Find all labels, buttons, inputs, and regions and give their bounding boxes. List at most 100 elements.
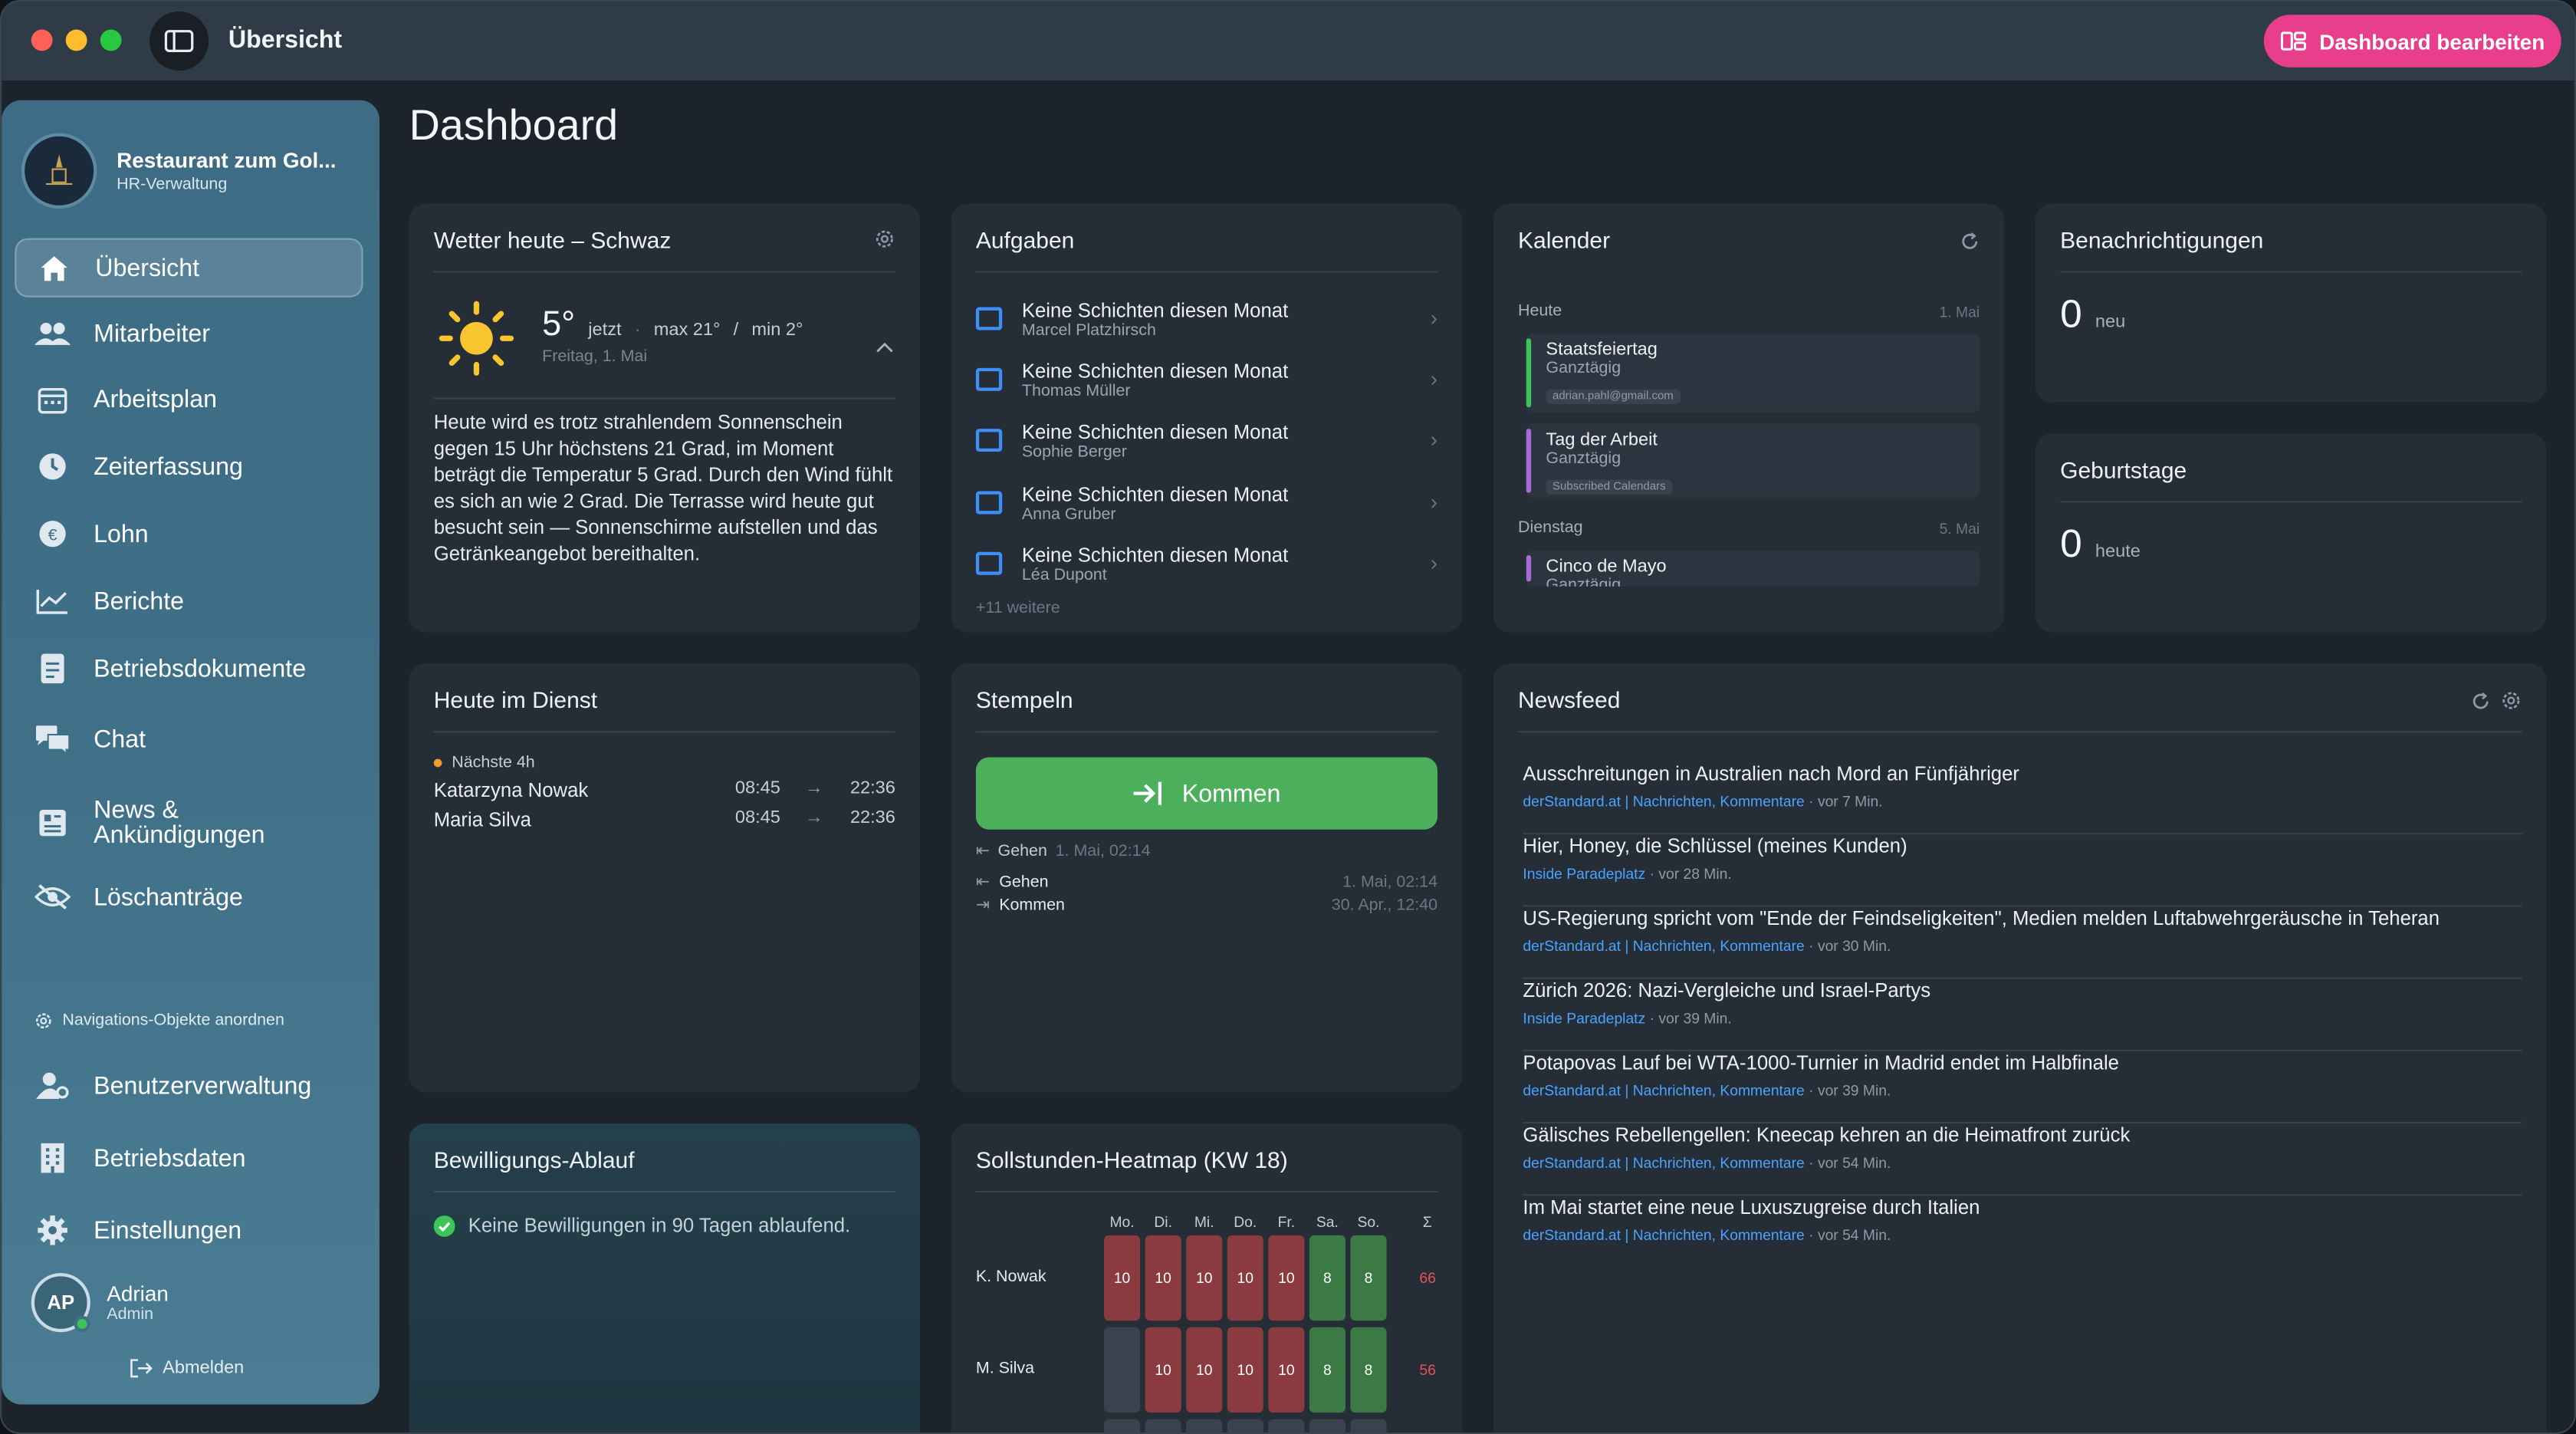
heatmap-cell[interactable]: 10 <box>1104 1235 1141 1321</box>
duty-row[interactable]: Katarzyna Nowak 08:45 → 22:36 <box>434 778 895 808</box>
divider <box>1517 731 2522 733</box>
clock-in-card: Stempeln Kommen ⇤ Gehen 1. Mai, 02:14 ⇤ … <box>951 663 1463 1093</box>
calendar-alert-icon <box>975 429 1003 452</box>
refresh-icon[interactable] <box>2471 690 2491 720</box>
layout-icon <box>2280 31 2306 51</box>
heatmap-row-sum: 56 <box>1419 1361 1436 1379</box>
sidebar-toggle-button[interactable] <box>150 11 209 71</box>
refresh-icon[interactable] <box>1960 230 1980 260</box>
org-subtitle: HR-Verwaltung <box>117 176 228 194</box>
duty-row[interactable]: Maria Silva 08:45 → 22:36 <box>434 808 895 838</box>
duty-name: Maria Silva <box>433 807 531 831</box>
heatmap-cell[interactable]: 10 <box>1186 1235 1223 1321</box>
heatmap-cell[interactable]: 10 <box>1227 1327 1263 1413</box>
calendar-event[interactable]: Staatsfeiertag Ganztägig adrian.pahl@gma… <box>1526 333 1980 413</box>
nav-item-benutzerverwaltung[interactable]: Benutzerverwaltung <box>15 1056 363 1115</box>
chart-icon <box>34 583 71 619</box>
permits-text: Keine Bewilligungen in 90 Tagen ablaufen… <box>468 1213 851 1237</box>
nav-item-mitarbeiter[interactable]: Mitarbeiter <box>15 304 363 363</box>
org-header[interactable]: Restaurant zum Gol... HR-Verwaltung <box>21 133 337 209</box>
heatmap-cell[interactable]: 8 <box>1350 1235 1387 1321</box>
nav-item-zeiterfassung[interactable]: Zeiterfassung <box>15 437 363 496</box>
nav-item-loeschantraege[interactable]: Löschanträge <box>15 867 363 926</box>
duty-name: Katarzyna Nowak <box>433 778 589 802</box>
arrange-nav-button[interactable]: Navigations-Objekte anordnen <box>34 1011 284 1030</box>
news-item[interactable]: Ausschreitungen in Australien nach Mord … <box>1523 762 2522 835</box>
heatmap-cell[interactable]: 8 <box>1350 1327 1387 1413</box>
heatmap-cell[interactable]: 10 <box>1268 1327 1305 1413</box>
weather-settings-icon[interactable] <box>874 229 895 258</box>
maximize-window-button[interactable] <box>100 29 122 51</box>
news-item[interactable]: Hier, Honey, die Schlüssel (meines Kunde… <box>1523 834 2522 907</box>
kommen-button[interactable]: Kommen <box>975 757 1438 830</box>
nav-item-news[interactable]: News & Ankündigungen <box>15 790 363 856</box>
minimize-window-button[interactable] <box>65 29 87 51</box>
news-source[interactable]: Inside Paradeplatz <box>1523 865 1646 883</box>
newsfeed-title: Newsfeed <box>1517 686 1621 713</box>
news-source[interactable]: derStandard.at | Nachrichten, Kommentare <box>1523 1227 1805 1244</box>
edit-dashboard-label: Dashboard bearbeiten <box>2319 28 2545 54</box>
nav-item-chat[interactable]: Chat <box>15 709 363 768</box>
nav-item-uebersicht[interactable]: Übersicht <box>15 238 363 298</box>
heatmap-cell[interactable]: 10 <box>1145 1327 1181 1413</box>
avatar: AP <box>31 1273 90 1333</box>
calendar-event[interactable]: Tag der Arbeit Ganztägig Subscribed Cale… <box>1526 423 1980 498</box>
close-window-button[interactable] <box>31 29 53 51</box>
news-source[interactable]: derStandard.at | Nachrichten, Kommentare <box>1523 793 1805 811</box>
calendar-event[interactable]: Cinco de Mayo Ganztägig <box>1526 550 1980 587</box>
news-title: Zürich 2026: Nazi-Vergleiche und Israel-… <box>1523 978 1931 1002</box>
task-item[interactable]: Keine Schichten diesen Monat Anna Gruber … <box>975 473 1438 532</box>
chevron-up-icon[interactable] <box>876 332 894 362</box>
news-item[interactable]: Zürich 2026: Nazi-Vergleiche und Israel-… <box>1523 979 2522 1051</box>
heatmap-cell[interactable]: 8 <box>1309 1235 1346 1321</box>
heatmap-cell[interactable]: 10 <box>1268 1235 1305 1321</box>
notifications-label: neu <box>2095 311 2126 332</box>
news-item[interactable]: Gälisches Rebellengellen: Kneecap kehren… <box>1523 1123 2522 1196</box>
calendar-day-date: 1. Mai <box>1939 304 1980 321</box>
nav-item-einstellungen[interactable]: Einstellungen <box>15 1201 363 1260</box>
news-source[interactable]: derStandard.at | Nachrichten, Kommentare <box>1523 1082 1805 1100</box>
news-item[interactable]: US-Regierung spricht vom "Ende der Feind… <box>1523 906 2522 979</box>
task-item[interactable]: Keine Schichten diesen Monat Marcel Platz… <box>975 289 1438 348</box>
nav-item-berichte[interactable]: Berichte <box>15 571 363 630</box>
task-item[interactable]: Keine Schichten diesen Monat Sophie Berge… <box>975 411 1438 470</box>
task-title: Keine Schichten diesen Monat <box>1021 359 1289 383</box>
news-source[interactable]: derStandard.at | Nachrichten, Kommentare <box>1523 938 1805 955</box>
nav-label: Betriebsdokumente <box>94 654 307 683</box>
nav-item-lohn[interactable]: € Lohn <box>15 505 363 564</box>
login-arrow-icon <box>1134 781 1163 805</box>
titlebar: Übersicht Dashboard bearbeiten <box>2 2 2574 81</box>
news-source[interactable]: derStandard.at | Nachrichten, Kommentare <box>1523 1154 1805 1172</box>
duty-from: 08:45 <box>734 778 780 799</box>
heatmap-cell[interactable] <box>1104 1327 1141 1413</box>
news-title: US-Regierung spricht vom "Ende der Feind… <box>1523 906 2440 930</box>
calendar-day-label: Dienstag <box>1517 518 1583 538</box>
event-color-bar <box>1526 555 1532 582</box>
heatmap-cell[interactable]: 10 <box>1145 1235 1181 1321</box>
heatmap-cell[interactable]: 10 <box>1186 1327 1223 1413</box>
tasks-more-link[interactable]: +11 weitere <box>975 599 1060 618</box>
task-item[interactable]: Keine Schichten diesen Monat Léa Dupont › <box>975 534 1438 593</box>
birthdays-title: Geburtstage <box>2060 456 2187 483</box>
news-item[interactable]: Im Mai startet eine neue Luxuszugreise d… <box>1523 1196 2522 1268</box>
arrow-right-icon: → <box>805 807 823 828</box>
event-sub: Ganztägig <box>1546 576 1622 587</box>
nav-label: Benutzerverwaltung <box>94 1071 312 1100</box>
logout-button[interactable]: Abmelden <box>130 1358 244 1378</box>
news-item[interactable]: Potapovas Lauf bei WTA-1000-Turnier in M… <box>1523 1051 2522 1124</box>
heatmap-cell[interactable]: 8 <box>1309 1327 1346 1413</box>
nav-item-betriebsdaten[interactable]: Betriebsdaten <box>15 1129 363 1188</box>
heatmap-cell <box>1350 1419 1387 1432</box>
nav-item-arbeitsplan[interactable]: Arbeitsplan <box>15 370 363 429</box>
divider <box>433 397 895 400</box>
heatmap-cell[interactable]: 10 <box>1227 1235 1263 1321</box>
settings-icon[interactable] <box>2500 690 2522 720</box>
news-source[interactable]: Inside Paradeplatz <box>1523 1010 1646 1027</box>
nav-item-betriebsdokumente[interactable]: Betriebsdokumente <box>15 639 363 698</box>
task-item[interactable]: Keine Schichten diesen Monat Thomas Mülle… <box>975 350 1438 409</box>
edit-dashboard-button[interactable]: Dashboard bearbeiten <box>2263 15 2561 67</box>
heatmap-day-label: So. <box>1357 1213 1380 1231</box>
heatmap-day-label: Mi. <box>1194 1213 1214 1231</box>
user-profile[interactable]: AP Adrian Admin <box>31 1273 169 1333</box>
